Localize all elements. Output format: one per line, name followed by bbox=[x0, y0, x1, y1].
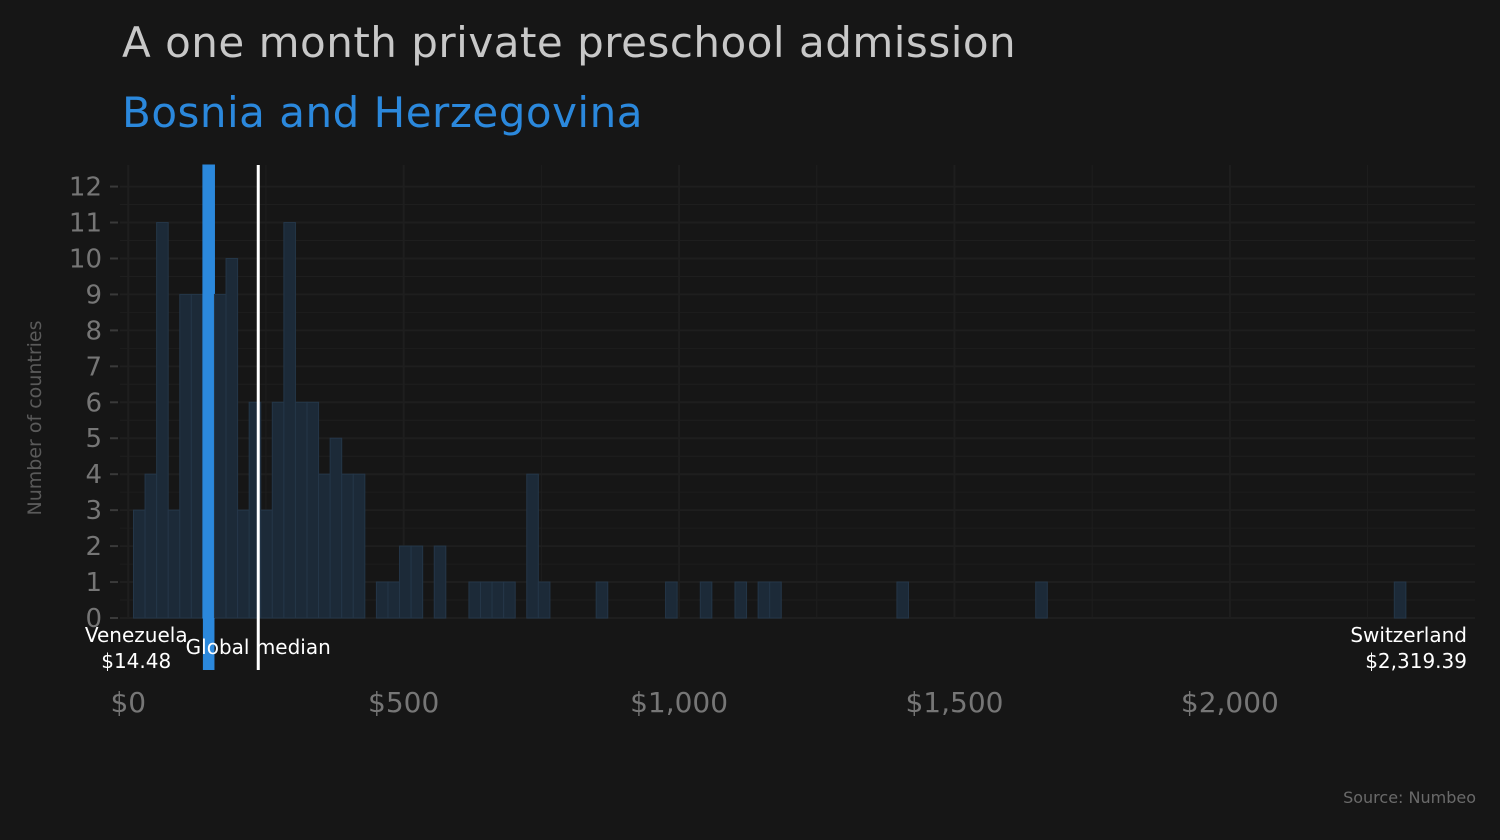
y-tick-label: 11 bbox=[69, 209, 102, 239]
histogram-bar bbox=[144, 473, 158, 619]
y-tick-label: 0 bbox=[85, 604, 102, 634]
histogram-bars bbox=[132, 164, 1407, 619]
histogram-bar bbox=[537, 581, 551, 619]
histogram-bar bbox=[526, 473, 539, 619]
highlight-band bbox=[202, 618, 215, 670]
x-tick-label: $1,000 bbox=[630, 686, 728, 719]
histogram-bar bbox=[225, 257, 239, 619]
y-tick-label: 7 bbox=[85, 352, 102, 382]
x-tick-label: $2,000 bbox=[1181, 686, 1279, 719]
histogram-bar bbox=[237, 509, 250, 619]
y-tick-label: 12 bbox=[69, 173, 102, 203]
x-tick-label: $500 bbox=[368, 686, 439, 719]
histogram-bar bbox=[318, 473, 331, 619]
x-tick-label: $1,500 bbox=[905, 686, 1003, 719]
histogram-bar bbox=[503, 581, 516, 619]
histogram-bar bbox=[167, 509, 181, 619]
histogram-bar bbox=[156, 222, 169, 619]
y-tick-label: 1 bbox=[85, 568, 102, 598]
histogram-bar bbox=[329, 437, 343, 619]
highlight-bar bbox=[202, 164, 215, 619]
histogram-bar bbox=[260, 509, 273, 619]
y-axis-title: Number of countries bbox=[24, 320, 46, 515]
y-tick-label: 2 bbox=[85, 532, 102, 562]
histogram-bar bbox=[433, 545, 447, 619]
histogram-bar bbox=[1035, 581, 1048, 619]
histogram-bar bbox=[387, 581, 401, 619]
y-tick-label: 10 bbox=[69, 244, 102, 274]
histogram-bar bbox=[341, 473, 354, 619]
x-tick-label: $0 bbox=[110, 686, 146, 719]
y-tick-label: 9 bbox=[85, 280, 102, 310]
median-label: Global median bbox=[186, 635, 331, 659]
annotation-value: $14.48 bbox=[101, 649, 171, 673]
histogram-bar bbox=[410, 545, 424, 619]
histogram-bar bbox=[271, 401, 285, 619]
histogram-bar bbox=[699, 581, 713, 619]
y-tick-label: 8 bbox=[85, 316, 102, 346]
histogram-bar bbox=[294, 401, 308, 619]
histogram-bar bbox=[769, 581, 782, 619]
histogram-bar bbox=[306, 401, 320, 619]
histogram-bar bbox=[283, 222, 296, 619]
histogram-bar bbox=[757, 581, 771, 619]
annotation-name: Switzerland bbox=[1350, 623, 1467, 647]
histogram-bar bbox=[665, 581, 678, 619]
histogram-bar bbox=[468, 581, 482, 619]
histogram-bar bbox=[734, 581, 748, 619]
histogram-bar bbox=[896, 581, 909, 619]
annotation-name: Venezuela bbox=[85, 623, 188, 647]
chart-subtitle: Bosnia and Herzegovina bbox=[122, 88, 643, 137]
y-tick-label: 3 bbox=[85, 496, 102, 526]
chart-title: A one month private preschool admission bbox=[122, 18, 1017, 67]
histogram-bar bbox=[213, 293, 227, 619]
y-tick-label: 6 bbox=[85, 388, 102, 418]
histogram-bar bbox=[399, 545, 412, 619]
histogram-bar bbox=[132, 509, 146, 619]
source-note: Source: Numbeo bbox=[1343, 788, 1476, 807]
annotation-value: $2,319.39 bbox=[1365, 649, 1467, 673]
histogram-bar bbox=[375, 581, 389, 619]
y-tick-label: 5 bbox=[85, 424, 102, 454]
histogram-bar bbox=[480, 581, 493, 619]
histogram-bar bbox=[491, 581, 505, 619]
histogram-bar bbox=[595, 581, 609, 619]
histogram-bar bbox=[179, 293, 192, 619]
histogram-bar bbox=[1393, 581, 1407, 619]
y-tick-label: 4 bbox=[85, 460, 102, 490]
histogram-bar bbox=[352, 473, 366, 619]
histogram-bar bbox=[190, 293, 204, 619]
